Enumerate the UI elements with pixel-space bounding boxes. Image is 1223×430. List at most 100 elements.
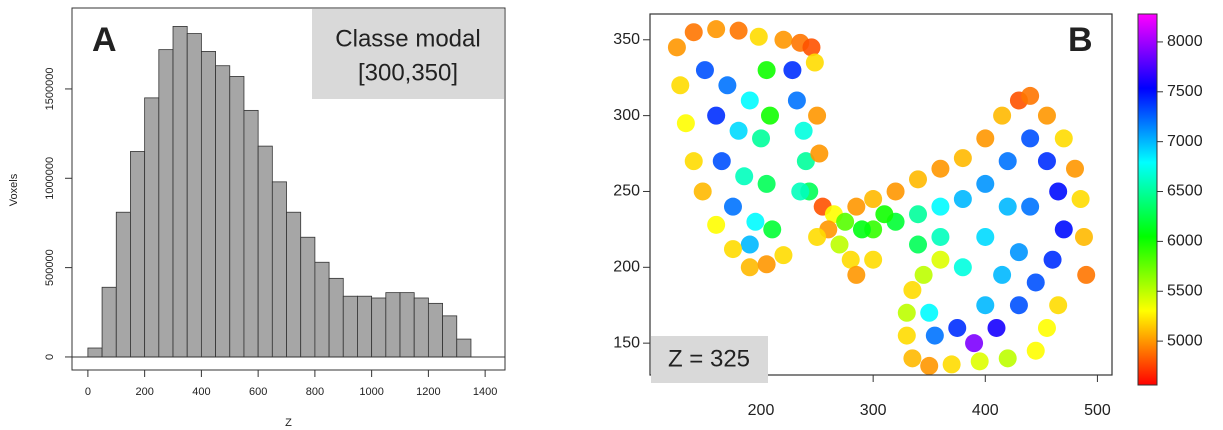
point [805,53,824,72]
point [1009,243,1028,262]
point [693,182,712,201]
point [808,106,827,125]
bar [456,338,472,358]
point [1043,250,1062,269]
point [1071,190,1090,209]
point [925,326,944,345]
point [802,38,821,57]
x-tick-label: 1200 [416,386,440,398]
y-tick-label: 300 [613,107,640,124]
point [695,61,714,80]
point [1074,227,1093,246]
point [808,227,827,246]
y-tick-label: 200 [613,259,640,276]
colorbar-tick-label: 8000 [1167,33,1203,50]
point [897,326,916,345]
bar [200,51,216,358]
point [712,152,731,171]
point [847,197,866,216]
point [998,349,1017,368]
point [1037,152,1056,171]
bar [243,109,259,358]
bar [442,315,458,358]
point [914,265,933,284]
annotation: [300,350] [358,59,458,86]
point [864,190,883,209]
bar [385,292,401,358]
x-tick-label: 300 [860,402,887,419]
annotation-box [312,9,504,99]
point [723,240,742,259]
point [676,114,695,133]
y-axis-label: Voxels [8,173,20,206]
point [931,227,950,246]
point [903,349,922,368]
point [740,91,759,110]
point [1054,220,1073,239]
point [1077,265,1096,284]
point [1021,86,1040,105]
bar [130,151,146,358]
bar [300,236,316,358]
x-tick-label: 800 [306,386,324,398]
point [998,197,1017,216]
x-tick-label: 200 [135,386,153,398]
point [953,190,972,209]
point [993,265,1012,284]
plot-frame [71,7,506,371]
colorbar-tick-label: 5500 [1167,282,1203,299]
point [931,250,950,269]
point [830,235,849,254]
point [729,21,748,40]
point [1009,296,1028,315]
point [1026,341,1045,360]
point [1021,129,1040,148]
point [723,197,742,216]
panel-title: B [1068,21,1093,59]
point [1026,273,1045,292]
point [836,212,855,231]
x-tick-label: 600 [249,386,267,398]
point [942,355,961,374]
point [931,159,950,178]
point [671,76,690,95]
y-tick-label: 150 [613,334,640,351]
point [740,235,759,254]
annotation: Classe modal [335,25,480,52]
bar [158,49,174,358]
colorbar-tick-label: 6500 [1167,183,1203,200]
point [718,76,737,95]
y-tick-label: 1500000 [44,68,56,111]
point [796,152,815,171]
point [993,106,1012,125]
point [852,220,871,239]
bar [371,297,387,358]
point [998,152,1017,171]
y-tick-label: 0 [44,354,56,360]
point [1037,318,1056,337]
point [1037,106,1056,125]
point [976,129,995,148]
point [729,121,748,140]
point [953,258,972,277]
point [774,30,793,49]
x-axis-label: Z [285,417,292,429]
x-tick-label: 0 [85,386,91,398]
bar [229,76,245,358]
point [763,220,782,239]
bar [286,211,302,358]
point [757,255,776,274]
point [970,352,989,371]
x-tick-label: 500 [1084,402,1111,419]
point [920,356,939,375]
point [987,318,1006,337]
point [667,38,686,57]
point [909,170,928,189]
colorbar-tick-label: 5000 [1167,332,1203,349]
point [1049,182,1068,201]
point [757,174,776,193]
x-tick-label: 400 [972,402,999,419]
bar [257,145,273,358]
point [794,121,813,140]
bar [314,261,330,358]
